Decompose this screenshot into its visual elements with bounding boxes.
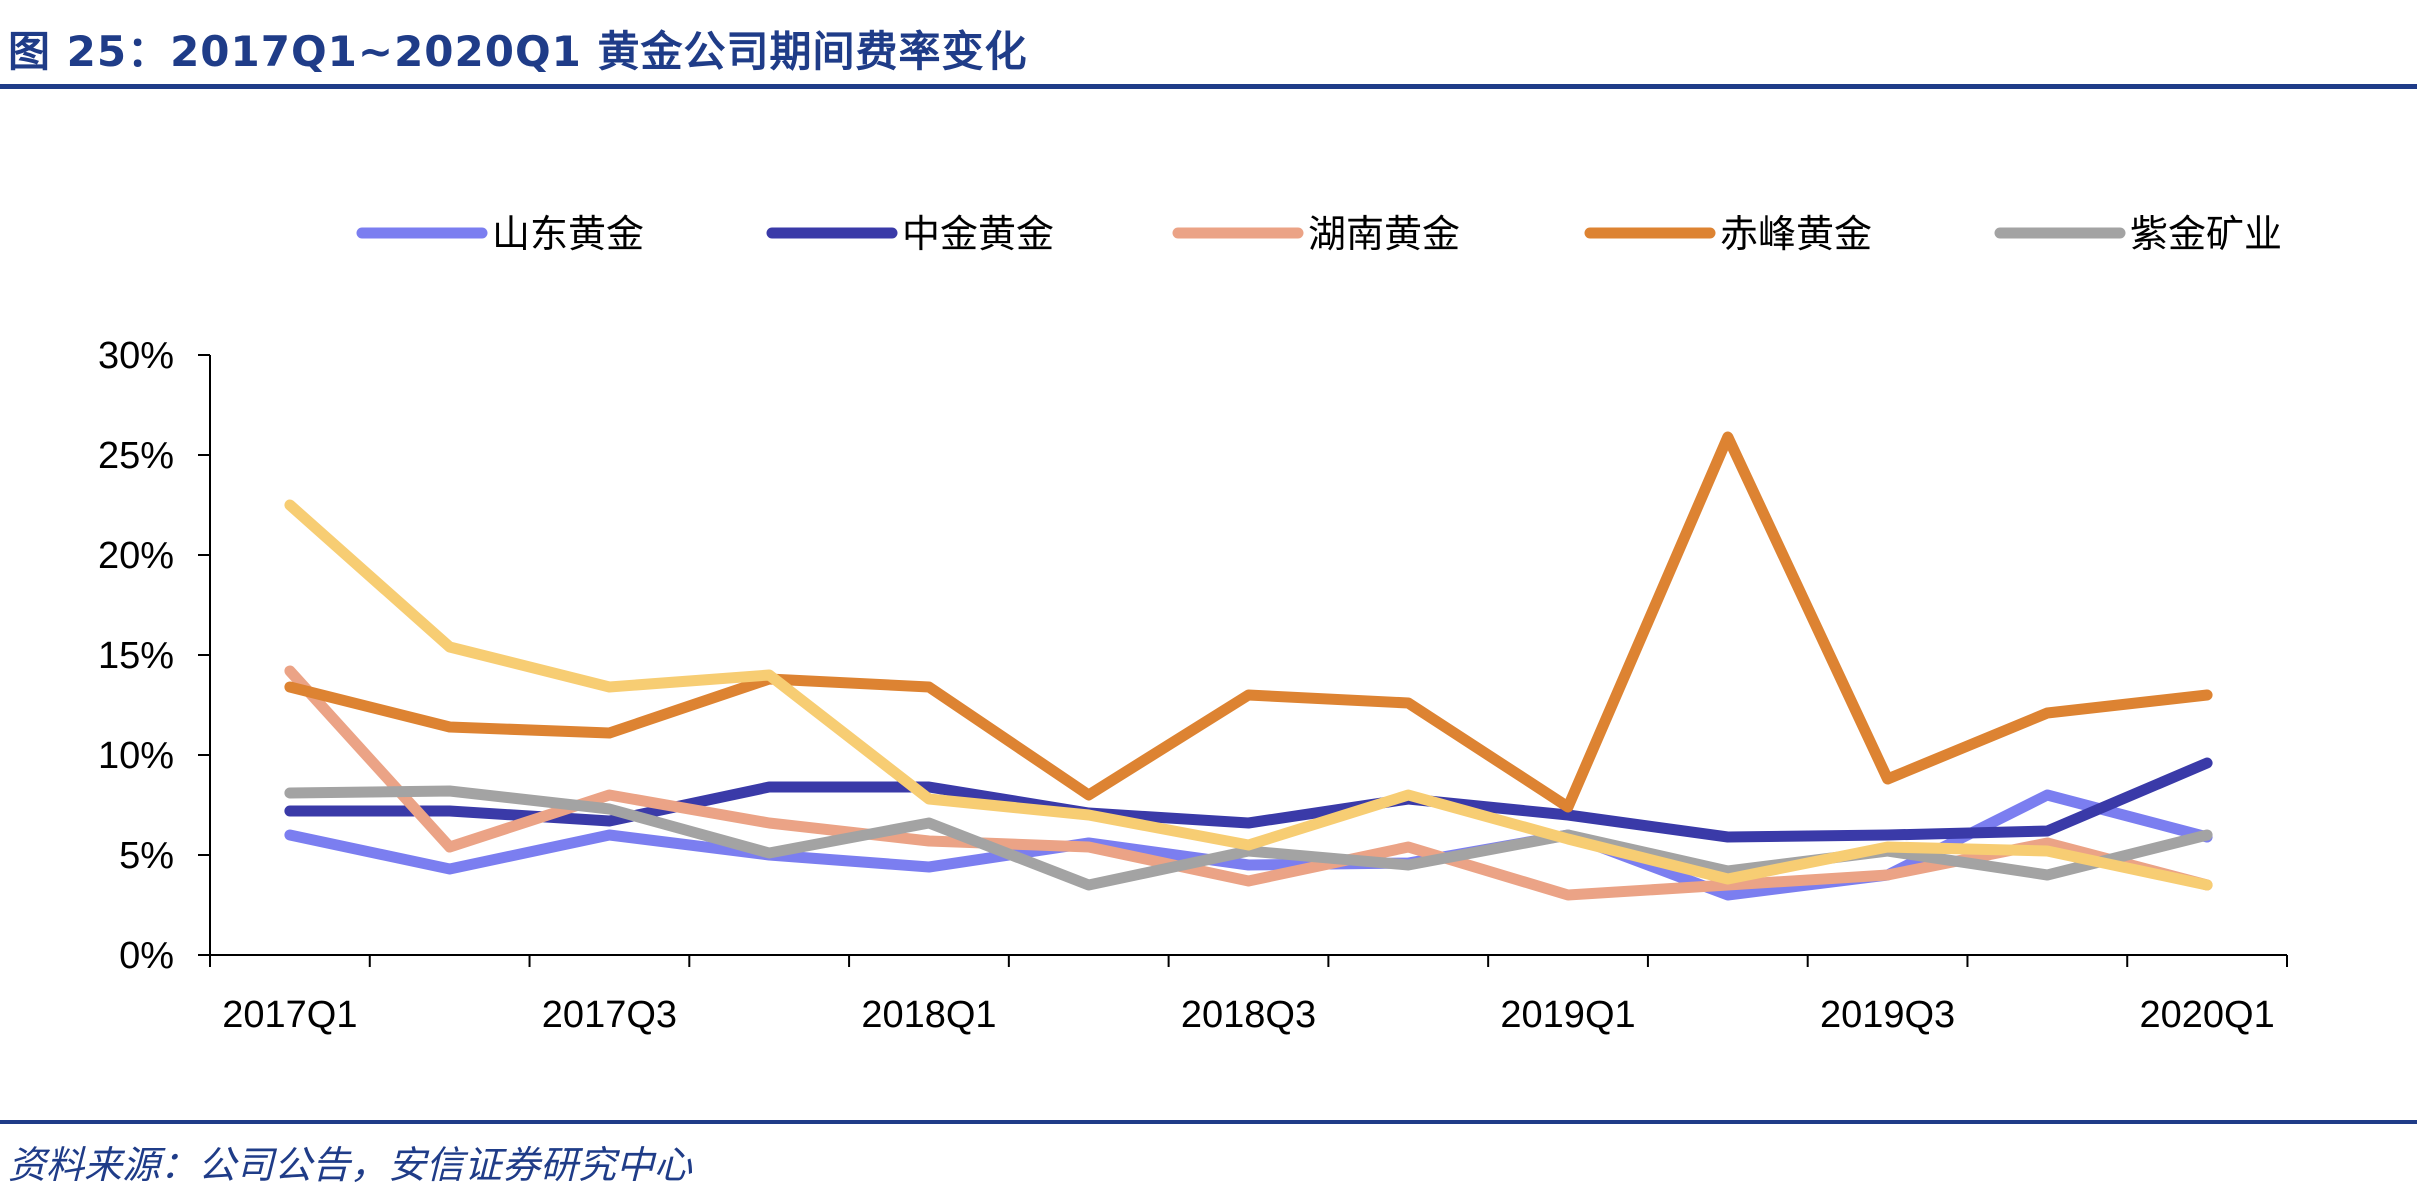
x-tick-label: 2019Q3 (1820, 994, 1955, 1036)
x-tick-label: 2017Q3 (542, 994, 677, 1036)
source-rule (0, 1120, 2417, 1124)
x-tick-label: 2018Q1 (861, 994, 996, 1036)
x-tick-label: 2018Q3 (1181, 994, 1316, 1036)
legend: 山东黄金 中金黄金 湖南黄金 赤峰黄金 紫金矿业 (356, 212, 2282, 256)
series-line-2 (284, 757, 2213, 843)
series-lines (284, 431, 2213, 901)
y-tick-label: 15% (98, 635, 174, 677)
series-line-6 (284, 499, 2213, 891)
y-tick-label: 10% (98, 735, 174, 777)
legend-item: 紫金矿业 (1994, 212, 2282, 256)
legend-item: 湖南黄金 (1172, 212, 1460, 256)
legend-label: 紫金矿业 (2130, 212, 2282, 256)
legend-item: 赤峰黄金 (1584, 212, 1872, 256)
y-tick-label: 0% (119, 935, 174, 977)
title-rule (0, 84, 2417, 89)
legend-item: 山东黄金 (356, 212, 644, 256)
x-tick-label: 2017Q1 (222, 994, 357, 1036)
y-tick-label: 25% (98, 435, 174, 477)
series-line-4 (284, 431, 2213, 813)
x-axis: 2017Q1 2017Q3 2018Q1 2018Q3 2019Q1 2019Q3 2020… (209, 954, 2288, 1036)
y-tick-label: 5% (119, 835, 174, 877)
y-tick-label: 30% (98, 335, 174, 377)
figure-title: 图 25：2017Q1~2020Q1 黄金公司期间费率变化 (8, 27, 1028, 76)
legend-label: 山东黄金 (492, 212, 644, 256)
legend-label: 中金黄金 (902, 212, 1054, 256)
source-note: 资料来源：公司公告，安信证券研究中心 (8, 1143, 693, 1187)
x-tick-label: 2020Q1 (2139, 994, 2274, 1036)
series-line-3 (284, 665, 2213, 901)
legend-item: 中金黄金 (766, 212, 1054, 256)
legend-label: 湖南黄金 (1308, 212, 1460, 256)
legend-label: 赤峰黄金 (1720, 212, 1872, 256)
y-tick-label: 20% (98, 535, 174, 577)
y-axis: 0% 5% 10% 15% 20% 25% 30% (98, 335, 211, 977)
x-tick-label: 2019Q1 (1500, 994, 1635, 1036)
